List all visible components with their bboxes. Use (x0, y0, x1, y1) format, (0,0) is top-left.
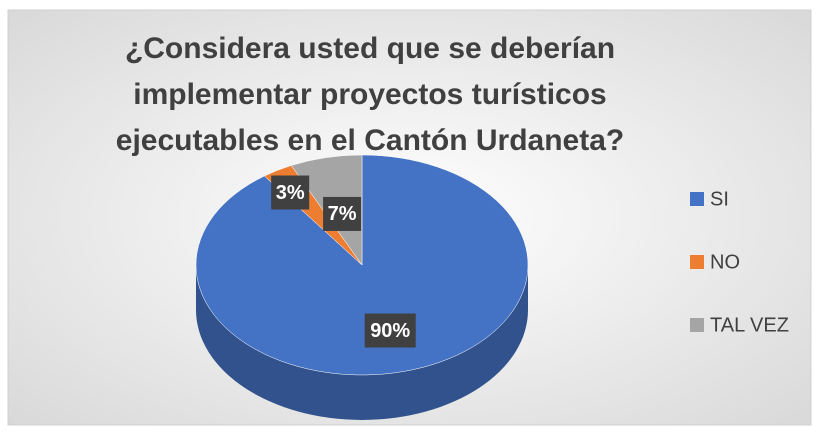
data-labels: 90% 3% 7% (271, 175, 416, 348)
data-label-box (364, 313, 416, 348)
legend-swatch (690, 318, 704, 332)
data-label-box (271, 175, 310, 210)
data-label: 90% (370, 320, 410, 342)
data-label: 7% (328, 203, 357, 225)
legend-label: SI (710, 188, 729, 210)
pie-side (196, 265, 528, 420)
data-label-box (323, 196, 362, 231)
legend-swatch (690, 192, 704, 206)
data-label: 3% (276, 182, 305, 204)
chart-title-group: ¿Considera usted que se deberían implemen… (116, 32, 624, 157)
legend-swatch (690, 255, 704, 269)
legend-label: TAL VEZ (710, 314, 789, 336)
chart-title: ¿Considera usted que se deberían implemen… (116, 32, 624, 157)
pie (195, 154, 529, 420)
legend-label: NO (710, 251, 740, 273)
legend: SI NO TAL VEZ (690, 188, 789, 336)
